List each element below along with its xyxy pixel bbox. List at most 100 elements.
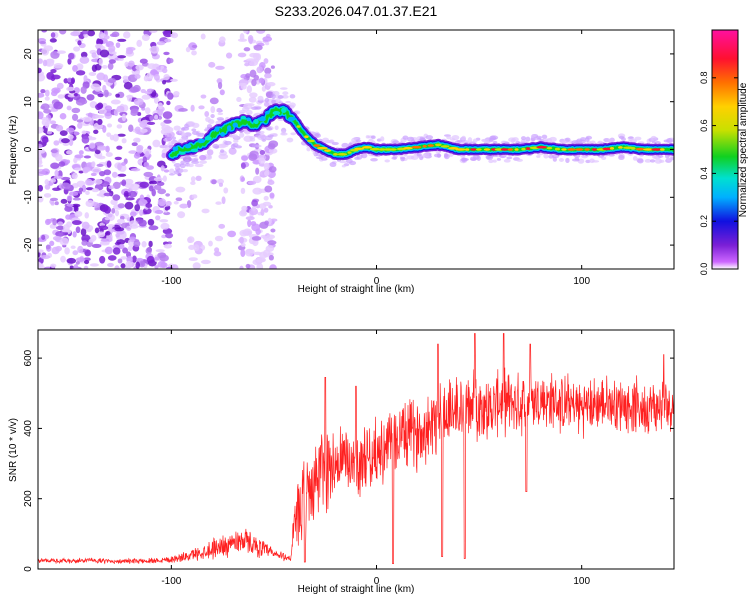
spectrogram-noise-blob	[162, 67, 168, 74]
spectrogram-ridge-hotspot	[434, 143, 442, 147]
spectrogram-noise-blob	[60, 176, 71, 181]
spectrogram-halo-blob	[618, 155, 625, 161]
colorbar-tick-label: 0.8	[699, 72, 709, 85]
spectrogram-noise-blob	[163, 30, 173, 38]
spectrogram-noise-blob	[135, 137, 141, 143]
spectrogram-noise-blob	[108, 45, 116, 52]
spectrogram-halo-blob	[316, 156, 324, 160]
spectrogram-noise-blob	[247, 34, 254, 43]
spectrogram-noise-blob	[191, 50, 197, 56]
spectrogram-noise-blob	[77, 245, 84, 254]
spectrogram-noise-blob	[38, 164, 44, 168]
spectrogram-noise-blob	[67, 93, 76, 98]
spectrogram-halo-blob	[659, 159, 665, 163]
spectrogram-ridge-hotspot	[354, 147, 365, 151]
spectrogram-halo-blob	[171, 136, 177, 140]
spectrogram-noise-blob	[243, 30, 248, 34]
spectrogram-halo-blob	[571, 158, 580, 162]
spectrogram-y-ticks: -20 -10 0 10 20	[23, 48, 674, 252]
spectrogram-ridge-hotspot	[316, 146, 328, 150]
spectrogram-ridge-hotspot	[411, 145, 422, 149]
spectrogram-halo-blob	[558, 158, 564, 162]
spectrogram-noise-blob	[191, 44, 198, 48]
spectrogram-noise-blob	[104, 246, 113, 255]
spectrogram-noise-blob	[94, 115, 105, 119]
spectrogram-noise-blob	[136, 39, 143, 48]
spectrogram-halo-blob	[190, 154, 198, 158]
spectrogram-noise-blob	[81, 130, 87, 135]
spectrogram-noise-blob	[133, 98, 144, 106]
spectrogram-noise-blob	[91, 52, 97, 59]
spectrogram-noise-blob	[148, 225, 159, 231]
spectrogram-noise-blob	[103, 35, 110, 40]
spectrogram-noise-blob	[120, 263, 126, 269]
spectrogram-noise-blob	[263, 162, 270, 171]
spectrogram-noise-blob	[60, 255, 66, 263]
spectrogram-noise-blob	[126, 46, 136, 52]
spectrogram-noise-blob	[149, 115, 154, 121]
spectrogram-noise-blob	[38, 249, 44, 253]
spectrogram-halo-blob	[585, 135, 593, 140]
spectrogram-noise-blob	[117, 55, 127, 59]
spectrogram-ridge-hotspot	[546, 146, 553, 150]
spectrogram-ridge-hotspot	[220, 132, 226, 137]
spectrogram-noise-blob	[269, 192, 275, 199]
spectrogram-noise-blob	[125, 260, 133, 269]
spectrogram-halo-blob	[285, 100, 291, 104]
spectrogram-noise-blob	[253, 44, 263, 51]
spectrogram-noise-blob	[163, 243, 172, 249]
spectrogram-noise-blob	[153, 97, 160, 104]
spectrogram-halo-blob	[329, 162, 337, 168]
spectrogram-noise-blob	[123, 190, 129, 198]
spectrogram-noise-blob	[50, 149, 58, 154]
colorbar-tick-label: 0.4	[699, 167, 709, 180]
spectrogram-noise-blob	[163, 51, 170, 56]
spectrogram-noise-blob	[77, 40, 82, 46]
spectrogram-noise-blob	[75, 70, 86, 76]
spectrogram-noise-blob	[154, 114, 159, 120]
spectrogram-noise-blob	[85, 199, 95, 207]
spectrogram-noise-blob	[74, 154, 84, 159]
spectrogram-x-tick-label: 0	[374, 276, 380, 287]
spectrogram-halo-blob	[516, 158, 523, 162]
figure-title: S233.2026.047.01.37.E21	[275, 3, 438, 19]
spectrogram-noise-blob	[55, 230, 65, 237]
spectrogram-halo-blob	[525, 136, 531, 142]
spectrogram-noise-blob	[120, 256, 128, 260]
spectrogram-noise-blob	[216, 79, 222, 83]
spectrogram-noise-blob	[116, 239, 126, 245]
snr-x-tick-label: 0	[374, 576, 380, 587]
spectrogram-noise-blob	[142, 156, 148, 164]
spectrogram-noise-blob	[76, 119, 84, 123]
spectrogram-noise-blob	[106, 160, 112, 168]
spectrogram-noise-blob	[40, 88, 46, 94]
spectrogram-noise-blob	[242, 228, 253, 237]
spectrogram-noise-blob	[38, 143, 43, 149]
spectrogram-noise-blob	[94, 178, 103, 185]
spectrogram-ridge-hotspot	[427, 144, 434, 147]
spectrogram-noise-blob	[255, 167, 260, 175]
spectrogram-noise-blob	[94, 227, 100, 234]
spectrogram-noise-blob	[114, 209, 120, 217]
spectrogram-ridge-hotspot	[609, 147, 615, 150]
spectrogram-noise-blob	[103, 89, 109, 98]
spectrogram-halo-blob	[220, 149, 225, 153]
spectrogram-noise-blob	[44, 184, 51, 190]
spectrogram-halo-blob	[208, 119, 215, 125]
spectrogram-noise-blob	[153, 74, 160, 81]
spectrogram-noise-blob	[145, 203, 153, 208]
spectrogram-noise-blob	[103, 192, 112, 197]
spectrogram-halo-blob	[339, 160, 348, 164]
spectrogram-noise-blob	[133, 240, 141, 248]
spectrogram-noise-blob	[264, 67, 272, 75]
spectrogram-noise-blob	[89, 142, 96, 149]
spectrogram-ridge-hotspot	[536, 145, 547, 149]
spectrogram-ridge-hotspot	[500, 148, 509, 151]
spectrogram-noise-blob	[98, 225, 109, 231]
spectrogram-noise-blob	[73, 157, 78, 164]
spectrogram-halo-blob	[470, 158, 477, 161]
spectrogram-noise-blob	[268, 254, 274, 261]
spectrogram-noise-blob	[68, 138, 74, 146]
snr-frame	[37, 329, 675, 570]
spectrogram-noise-blob	[73, 264, 79, 269]
